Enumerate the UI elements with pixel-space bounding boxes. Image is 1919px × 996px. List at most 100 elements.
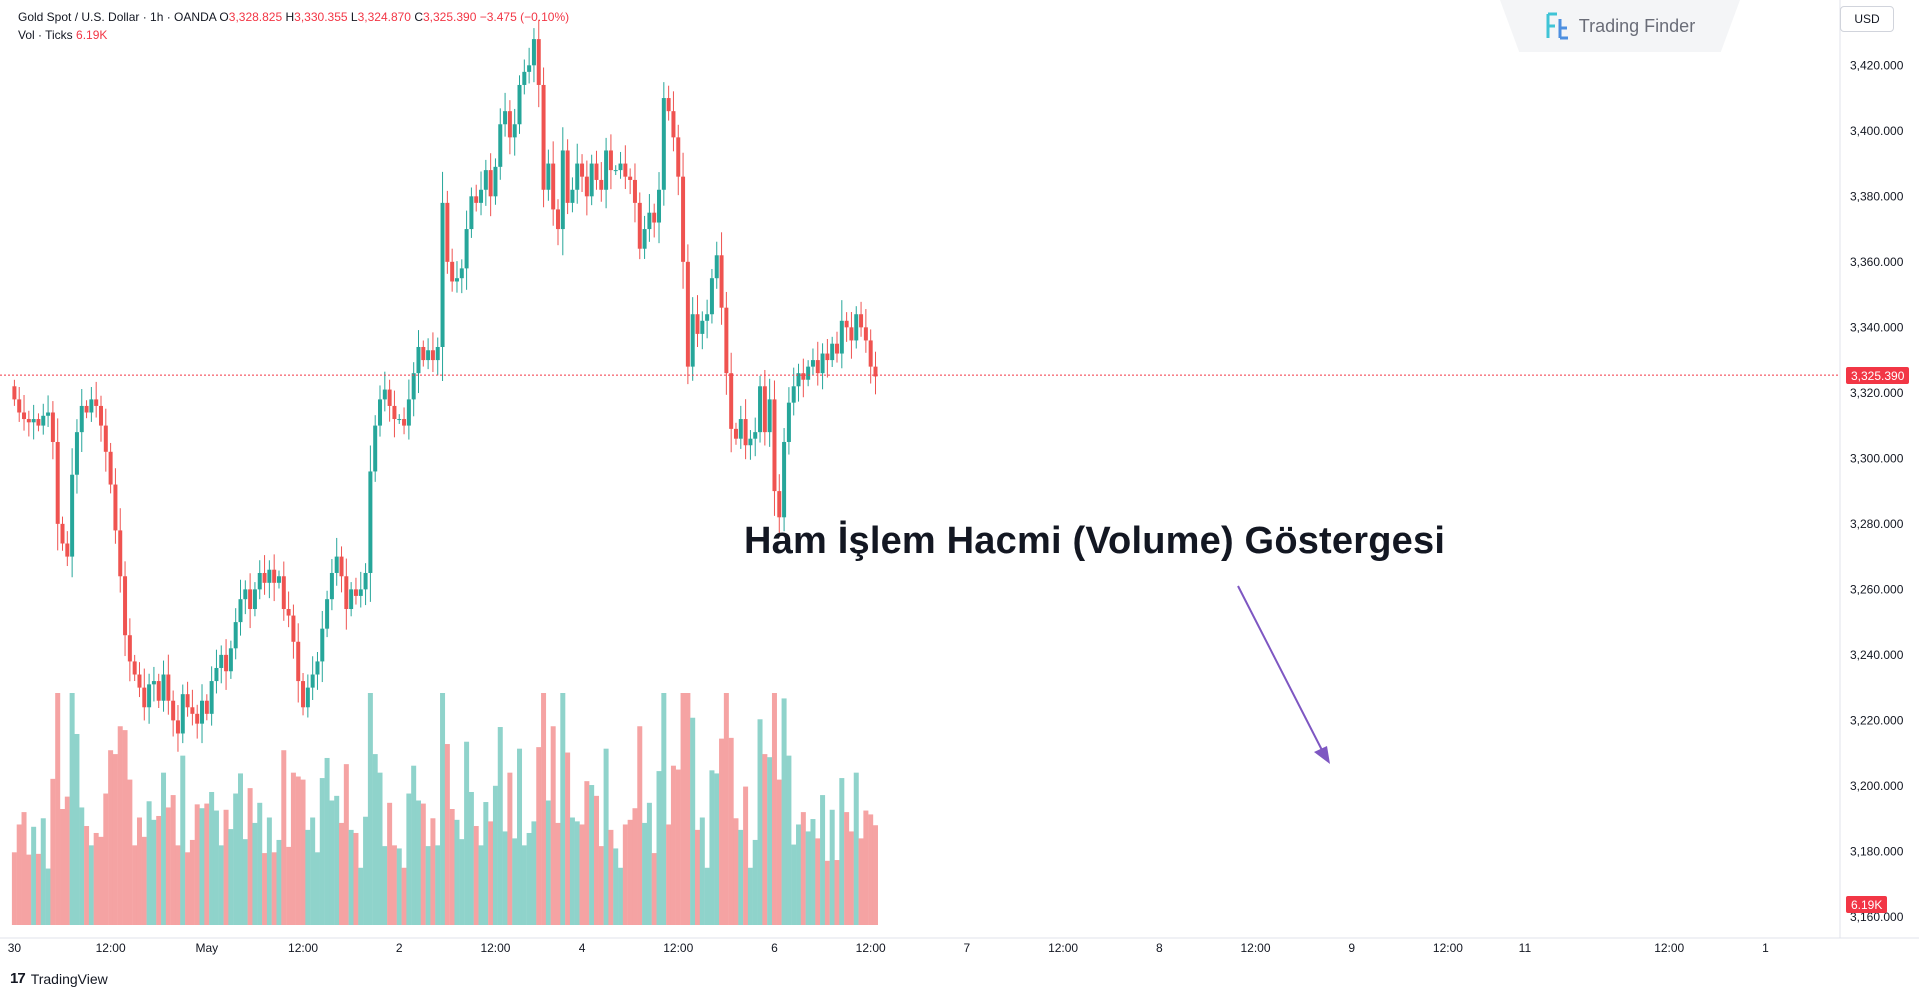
candle-body <box>493 166 498 197</box>
volume-bar <box>314 852 320 925</box>
tradingview-logo-icon: 17 <box>10 970 26 987</box>
volume-bar <box>497 727 503 925</box>
volume-bar <box>517 748 523 925</box>
candle-body <box>151 681 156 685</box>
time-axis: 30 12:00 May 12:00 2 12:00 4 12:00 6 12:00 7 12:00 8… <box>8 941 1769 955</box>
volume-bar <box>382 846 388 925</box>
tradingview-footer[interactable]: 17 TradingView <box>10 970 108 987</box>
volume-bar <box>266 817 272 925</box>
candle-body <box>123 576 128 636</box>
time-tick-label: 11 <box>1519 941 1532 955</box>
candle-body <box>137 674 142 688</box>
candle-body <box>46 412 51 416</box>
volume-bar <box>853 772 859 925</box>
candle-body <box>695 314 700 334</box>
volume-bar <box>598 846 604 925</box>
currency-button[interactable]: USD <box>1840 6 1894 32</box>
volume-bar <box>767 757 773 925</box>
volume-bar <box>531 821 537 925</box>
candle-body <box>753 432 758 439</box>
volume-bar <box>281 750 287 925</box>
candle-body <box>555 209 560 230</box>
candle-body <box>522 71 527 85</box>
volume-bar <box>242 839 248 925</box>
candle-body <box>387 389 392 406</box>
volume-bar <box>238 773 243 925</box>
volume-bar <box>574 821 580 925</box>
time-tick-label: 12:00 <box>480 941 510 955</box>
price-tick-label: 3,280.000 <box>1850 517 1904 531</box>
annotation-arrow <box>1237 585 1330 764</box>
candle-body <box>488 170 493 197</box>
volume-bar <box>444 744 450 925</box>
candle-body <box>531 39 536 66</box>
candle-body <box>469 196 474 230</box>
volume-bar <box>796 824 802 925</box>
volume-bar <box>719 738 725 925</box>
volume-bar <box>459 839 465 925</box>
volume-bar <box>31 826 37 925</box>
candle-body <box>267 569 272 583</box>
candle-body <box>551 163 556 210</box>
candle-body <box>435 346 440 361</box>
candle-body <box>142 687 147 708</box>
low-key: L <box>350 10 358 24</box>
candle-body <box>296 641 301 682</box>
volume-bar <box>507 772 513 925</box>
candle-body <box>397 419 402 421</box>
volume-bar <box>709 770 715 925</box>
candle-body <box>411 373 416 400</box>
candle-body <box>584 176 589 197</box>
volume-bar <box>478 845 484 925</box>
candle-body <box>474 196 479 203</box>
volume-bar <box>593 795 599 925</box>
candle-body <box>430 350 435 361</box>
candle-body <box>705 314 710 321</box>
volume-bar <box>440 693 446 925</box>
candle-body <box>171 700 176 721</box>
volume-row: Vol · Ticks 6.19K <box>18 26 569 44</box>
volume-bar <box>262 853 268 925</box>
candle-body <box>647 212 652 230</box>
candle-body <box>382 389 387 400</box>
volume-bar <box>329 800 335 925</box>
candle-body <box>262 572 267 583</box>
volume-bar <box>247 788 253 925</box>
candle-body <box>161 674 166 701</box>
time-tick-label: 9 <box>1348 941 1355 955</box>
low-value: 3,324.870 <box>357 10 411 24</box>
candle-body <box>421 346 426 361</box>
volume-bar <box>637 726 643 925</box>
volume-bar <box>675 769 681 925</box>
trading-finder-watermark: Trading Finder <box>1500 0 1740 52</box>
volume-bar <box>435 845 441 925</box>
candle-body <box>406 399 411 426</box>
time-tick-label: 12:00 <box>1048 941 1078 955</box>
volume-bar <box>35 853 41 925</box>
candle-body <box>103 425 108 452</box>
volume-bar <box>141 836 147 925</box>
candle-body <box>709 278 714 315</box>
time-tick-label: 6 <box>771 941 778 955</box>
volume-bar <box>449 809 455 925</box>
candle-body <box>498 124 503 167</box>
volume-bar <box>50 778 56 925</box>
volume-bar <box>541 693 547 925</box>
candle-body <box>147 684 152 708</box>
volume-bar <box>334 795 340 925</box>
volume-bar <box>271 852 277 925</box>
candle-body <box>820 353 825 374</box>
candle-body <box>31 419 36 423</box>
volume-bar <box>324 757 330 925</box>
candle-body <box>863 327 868 341</box>
candle-body <box>233 622 238 649</box>
candle-body <box>839 320 844 354</box>
candle-body <box>604 150 609 190</box>
candle-body <box>74 432 79 475</box>
volume-bar <box>40 818 46 925</box>
volume-bar <box>468 791 474 925</box>
volume-bar <box>136 817 142 925</box>
volume-bar <box>627 819 633 925</box>
price-tick-label: 3,180.000 <box>1850 844 1904 858</box>
